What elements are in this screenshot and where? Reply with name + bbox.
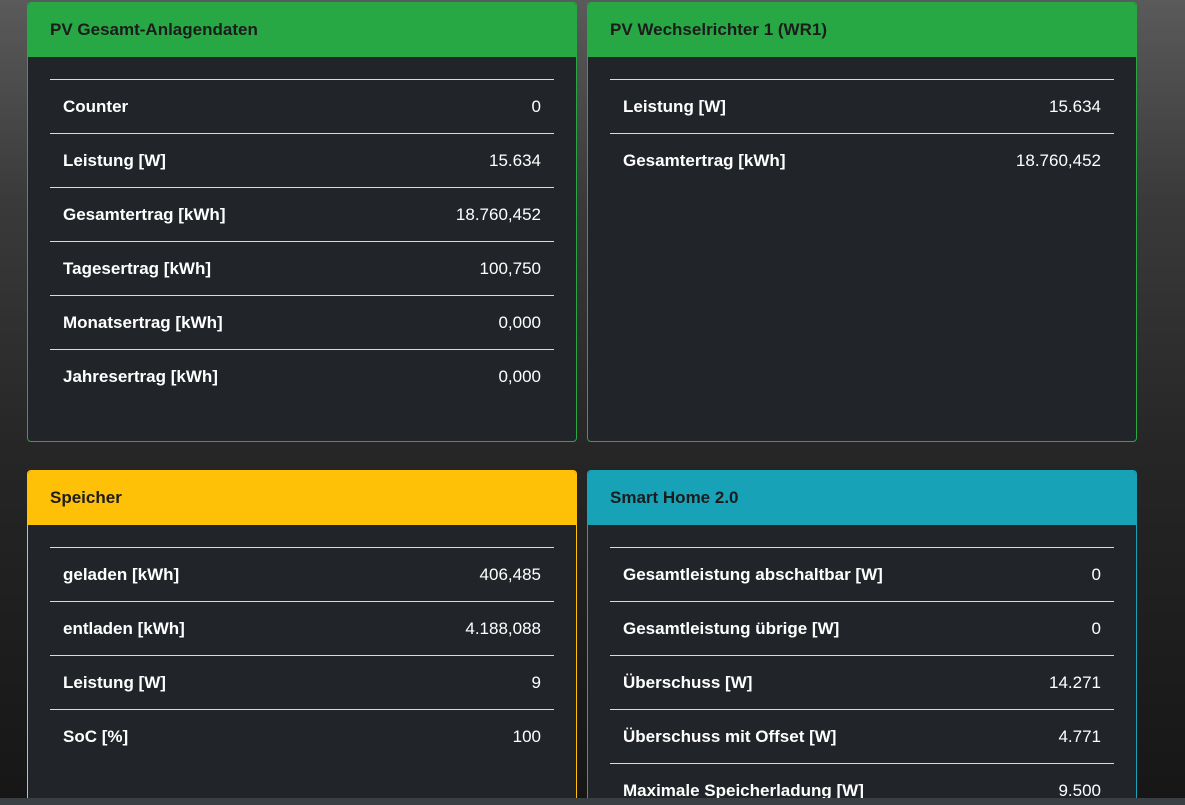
table-row: Überschuss mit Offset [W] 4.771 <box>610 709 1114 764</box>
table-row: Jahresertrag [kWh] 0,000 <box>50 349 554 404</box>
row-label: Maximale Speicherladung [W] <box>623 780 864 800</box>
data-table: geladen [kWh] 406,485 entladen [kWh] 4.1… <box>50 547 554 764</box>
row-value: 0,000 <box>498 366 541 386</box>
card-header: PV Gesamt-Anlagendaten <box>28 3 576 57</box>
row-label: Überschuss mit Offset [W] <box>623 726 837 746</box>
table-row: geladen [kWh] 406,485 <box>50 547 554 602</box>
row-label: Jahresertrag [kWh] <box>63 366 218 386</box>
row-value: 100,750 <box>479 258 541 278</box>
table-row: Counter 0 <box>50 79 554 134</box>
card-header: Smart Home 2.0 <box>588 471 1136 525</box>
row-label: Gesamtertrag [kWh] <box>63 204 226 224</box>
row-label: Leistung [W] <box>63 672 166 692</box>
row-value: 14.271 <box>1049 672 1101 692</box>
card-inverter-1: PV Wechselrichter 1 (WR1) Leistung [W] 1… <box>587 2 1137 442</box>
row-value: 406,485 <box>479 564 541 584</box>
row-value: 9.500 <box>1058 780 1101 800</box>
row-label: Gesamtleistung abschaltbar [W] <box>623 564 883 584</box>
table-row: Leistung [W] 15.634 <box>610 79 1114 134</box>
table-row: Leistung [W] 9 <box>50 655 554 710</box>
row-label: Counter <box>63 96 129 116</box>
row-value: 0 <box>1091 564 1101 584</box>
row-value: 15.634 <box>1049 96 1101 116</box>
table-row: Gesamtleistung übrige [W] 0 <box>610 601 1114 656</box>
row-value: 0 <box>531 96 541 116</box>
row-label: entladen [kWh] <box>63 618 185 638</box>
row-value: 9 <box>531 672 541 692</box>
row-label: Tagesertrag [kWh] <box>63 258 211 278</box>
row-label: Gesamtleistung übrige [W] <box>623 618 840 638</box>
table-row: Maximale Speicherladung [W] 9.500 <box>610 763 1114 805</box>
row-value: 4.771 <box>1058 726 1101 746</box>
card-pv-total: PV Gesamt-Anlagendaten Counter 0 Leistun… <box>27 2 577 442</box>
table-row: Gesamtertrag [kWh] 18.760,452 <box>50 187 554 242</box>
row-value: 18.760,452 <box>1015 150 1101 170</box>
table-row: SoC [%] 100 <box>50 709 554 764</box>
card-storage: Speicher geladen [kWh] 406,485 entladen … <box>27 470 577 805</box>
row-label: Leistung [W] <box>623 96 726 116</box>
data-table: Gesamtleistung abschaltbar [W] 0 Gesamtl… <box>610 547 1114 805</box>
row-value: 4.188,088 <box>465 618 541 638</box>
table-row: Monatsertrag [kWh] 0,000 <box>50 295 554 350</box>
row-label: geladen [kWh] <box>63 564 180 584</box>
table-row: Überschuss [W] 14.271 <box>610 655 1114 710</box>
table-row: entladen [kWh] 4.188,088 <box>50 601 554 656</box>
row-value: 100 <box>512 726 541 746</box>
table-row: Tagesertrag [kWh] 100,750 <box>50 241 554 296</box>
row-value: 18.760,452 <box>455 204 541 224</box>
card-smart-home: Smart Home 2.0 Gesamtleistung abschaltba… <box>587 470 1137 805</box>
row-value: 0,000 <box>498 312 541 332</box>
row-label: Leistung [W] <box>63 150 166 170</box>
row-label: Gesamtertrag [kWh] <box>623 150 786 170</box>
row-value: 0 <box>1091 618 1101 638</box>
table-row: Gesamtertrag [kWh] 18.760,452 <box>610 133 1114 188</box>
card-header: PV Wechselrichter 1 (WR1) <box>588 3 1136 57</box>
row-label: Überschuss [W] <box>623 672 753 692</box>
row-value: 15.634 <box>489 150 541 170</box>
card-header: Speicher <box>28 471 576 525</box>
table-row: Gesamtleistung abschaltbar [W] 0 <box>610 547 1114 602</box>
row-label: Monatsertrag [kWh] <box>63 312 223 332</box>
table-row: Leistung [W] 15.634 <box>50 133 554 188</box>
row-label: SoC [%] <box>63 726 129 746</box>
data-table: Leistung [W] 15.634 Gesamtertrag [kWh] 1… <box>610 79 1114 188</box>
data-table: Counter 0 Leistung [W] 15.634 Gesamtertr… <box>50 79 554 404</box>
horizontal-scrollbar[interactable] <box>0 798 1185 805</box>
